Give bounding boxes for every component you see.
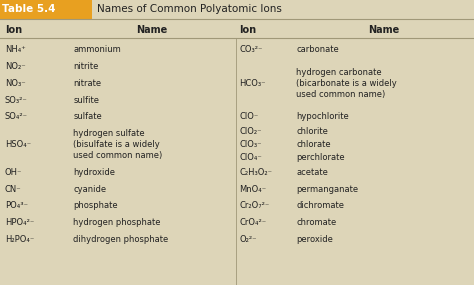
Text: SO₄²⁻: SO₄²⁻ — [5, 113, 28, 121]
Text: OH⁻: OH⁻ — [5, 168, 22, 177]
Text: O₂²⁻: O₂²⁻ — [239, 235, 257, 244]
Text: CN⁻: CN⁻ — [5, 185, 21, 194]
Text: dihydrogen phosphate: dihydrogen phosphate — [73, 235, 169, 244]
Text: hydrogen carbonate
(bicarbonate is a widely
used common name): hydrogen carbonate (bicarbonate is a wid… — [296, 68, 397, 99]
Text: sulfite: sulfite — [73, 96, 100, 105]
Text: perchlorate: perchlorate — [296, 153, 345, 162]
Text: ClO₂⁻: ClO₂⁻ — [239, 127, 262, 136]
Text: permanganate: permanganate — [296, 185, 358, 194]
Text: nitrite: nitrite — [73, 62, 99, 71]
Text: Name: Name — [136, 25, 167, 35]
Text: chromate: chromate — [296, 218, 337, 227]
Text: NO₃⁻: NO₃⁻ — [5, 79, 26, 88]
Text: ClO₃⁻: ClO₃⁻ — [239, 140, 262, 149]
Text: Name: Name — [368, 25, 400, 35]
Text: chlorate: chlorate — [296, 140, 331, 149]
Text: hydrogen phosphate: hydrogen phosphate — [73, 218, 161, 227]
Text: ammonium: ammonium — [73, 45, 121, 54]
Text: hydroxide: hydroxide — [73, 168, 116, 177]
Text: CO₃²⁻: CO₃²⁻ — [239, 45, 263, 54]
Text: hypochlorite: hypochlorite — [296, 113, 349, 121]
Text: NH₄⁺: NH₄⁺ — [5, 45, 26, 54]
Text: MnO₄⁻: MnO₄⁻ — [239, 185, 266, 194]
Text: nitrate: nitrate — [73, 79, 101, 88]
Text: sulfate: sulfate — [73, 113, 102, 121]
FancyBboxPatch shape — [0, 0, 92, 19]
Text: PO₄³⁻: PO₄³⁻ — [5, 201, 28, 210]
Text: cyanide: cyanide — [73, 185, 107, 194]
Text: phosphate: phosphate — [73, 201, 118, 210]
Text: HCO₃⁻: HCO₃⁻ — [239, 79, 266, 88]
Text: carbonate: carbonate — [296, 45, 339, 54]
Text: H₂PO₄⁻: H₂PO₄⁻ — [5, 235, 34, 244]
Text: C₂H₃O₂⁻: C₂H₃O₂⁻ — [239, 168, 273, 177]
Text: acetate: acetate — [296, 168, 328, 177]
Text: ClO₄⁻: ClO₄⁻ — [239, 153, 262, 162]
Text: NO₂⁻: NO₂⁻ — [5, 62, 26, 71]
Text: Ion: Ion — [239, 25, 256, 35]
Text: chlorite: chlorite — [296, 127, 328, 136]
Text: CrO₄²⁻: CrO₄²⁻ — [239, 218, 266, 227]
Text: HPO₄²⁻: HPO₄²⁻ — [5, 218, 34, 227]
Text: HSO₄⁻: HSO₄⁻ — [5, 140, 31, 149]
Text: Ion: Ion — [5, 25, 22, 35]
Text: hydrogen sulfate
(bisulfate is a widely
used common name): hydrogen sulfate (bisulfate is a widely … — [73, 129, 163, 160]
Text: ClO⁻: ClO⁻ — [239, 113, 259, 121]
Text: Names of Common Polyatomic Ions: Names of Common Polyatomic Ions — [97, 4, 282, 14]
Text: dichromate: dichromate — [296, 201, 344, 210]
Text: Table 5.4: Table 5.4 — [2, 4, 56, 14]
Text: Cr₂O₇²⁻: Cr₂O₇²⁻ — [239, 201, 270, 210]
Text: peroxide: peroxide — [296, 235, 333, 244]
Text: SO₃²⁻: SO₃²⁻ — [5, 96, 27, 105]
